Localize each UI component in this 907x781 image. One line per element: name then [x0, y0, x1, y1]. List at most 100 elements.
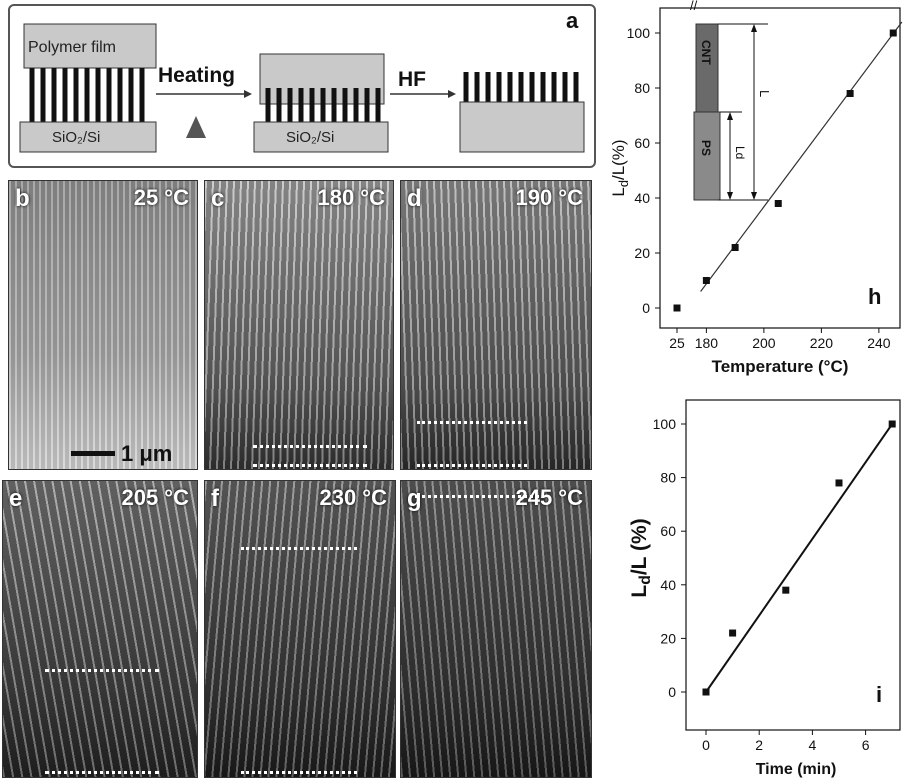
chart-i-frame — [685, 399, 901, 731]
sem-panel-b: b 25 °C 1 μm — [8, 180, 198, 470]
y-tick-label: 100 — [653, 416, 677, 432]
substrate-block-2 — [253, 121, 389, 153]
chart-i-marks — [702, 420, 896, 696]
polymer-film-block — [23, 23, 157, 69]
guide-line-bottom — [417, 464, 527, 467]
chart-i-xlabel: Time (min) — [756, 761, 837, 778]
sem-panel-e: e 205 °C — [2, 480, 198, 778]
schematic-panel-a: Polymer film SiO₂/Si SiO₂/Si Heating HF … — [8, 4, 596, 168]
y-tick-label: 20 — [634, 245, 650, 261]
heat-triangle-icon — [186, 116, 206, 138]
panel-letter-f: f — [211, 485, 219, 512]
chart-i-ticks: 0 20 40 60 80 100 0 2 4 6 — [653, 416, 870, 753]
temp-label-c: 180 °C — [317, 185, 385, 210]
chart-h-inset: CNT PS L Ld — [693, 23, 772, 201]
cnt-array-stage2 — [265, 88, 381, 122]
guide-line-bottom — [45, 771, 159, 774]
x-tick-label: 2 — [755, 737, 763, 753]
guide-line-top — [415, 495, 539, 498]
y-tick-label: 100 — [627, 25, 651, 41]
x-tick-label: 220 — [810, 335, 834, 351]
y-tick-label: 40 — [660, 577, 676, 593]
data-point — [702, 277, 710, 284]
data-point — [702, 688, 710, 696]
sem-panel-g: g 245 °C — [400, 480, 592, 778]
temp-label-g: 245 °C — [515, 485, 583, 510]
x-tick-label: 6 — [862, 737, 870, 753]
chart-h: // CNT PS L Ld 0 20 40 60 80 100 25 180 200 220 24… — [609, 0, 903, 376]
data-point — [774, 200, 782, 207]
guide-line-bottom — [241, 771, 357, 774]
cnt-array-stage1 — [29, 68, 145, 122]
data-point — [835, 479, 843, 487]
x-tick-label: 4 — [809, 737, 817, 753]
temp-label-b: 25 °C — [133, 185, 189, 210]
x-tick-label: 0 — [702, 737, 710, 753]
inset-ps-bar — [693, 111, 721, 201]
chart-h-ylabel: Ld/L(%) — [609, 139, 631, 196]
fit-line — [705, 423, 894, 693]
temp-label-f: 230 °C — [319, 485, 387, 510]
panel-letter-e: e — [9, 485, 23, 512]
inset-l-label: L — [757, 90, 772, 97]
x-tick-label: 200 — [752, 335, 776, 351]
x-tick-label: 25 — [669, 335, 685, 351]
chart-h-ticks: 0 20 40 60 80 100 25 180 200 220 240 — [627, 25, 891, 351]
guide-line-top — [45, 669, 159, 672]
data-point — [782, 586, 790, 594]
data-point — [888, 420, 896, 428]
cnt-array-stage3 — [463, 72, 579, 106]
data-point — [673, 304, 681, 312]
hf-label: HF — [398, 68, 426, 91]
sem-panel-d: d 190 °C — [400, 180, 592, 470]
y-tick-label: 0 — [642, 300, 650, 316]
x-tick-label: 180 — [695, 335, 719, 351]
chart-i: 0 20 40 60 80 100 0 2 4 6 Time (min) Ld/L (%) i — [628, 399, 901, 778]
data-point — [729, 629, 737, 637]
inset-cnt-label: CNT — [699, 40, 713, 65]
schematic-drawing — [19, 23, 585, 153]
y-tick-label: 80 — [634, 80, 650, 96]
guide-line-top — [253, 445, 367, 448]
panel-letter-c: c — [211, 185, 225, 212]
heating-label: Heating — [158, 64, 236, 87]
axis-break-mark: // — [690, 0, 698, 13]
substrate-label-1: SiO₂/Si — [52, 129, 101, 146]
panel-letter-b: b — [15, 185, 30, 212]
chart-h-xlabel: Temperature (°C) — [712, 357, 849, 376]
panel-letter-i: i — [876, 682, 882, 707]
y-tick-label: 0 — [668, 684, 676, 700]
y-tick-label: 40 — [634, 190, 650, 206]
panel-letter-a: a — [566, 8, 579, 33]
temp-label-d: 190 °C — [515, 185, 583, 210]
polymer-film-label: Polymer film — [28, 39, 117, 56]
scale-bar — [71, 451, 115, 456]
scale-bar-label: 1 μm — [121, 441, 173, 466]
x-tick-label: 240 — [867, 335, 891, 351]
panel-letter-h: h — [868, 284, 881, 309]
guide-line-bottom — [253, 464, 367, 467]
chart-i-ylabel: Ld/L (%) — [628, 518, 654, 597]
sem-panel-f: f 230 °C — [204, 480, 396, 778]
data-point — [846, 90, 854, 97]
data-point — [889, 29, 897, 37]
guide-line-top — [241, 547, 357, 550]
guide-line-top — [417, 421, 527, 424]
panel-letter-d: d — [407, 185, 422, 212]
substrate-label-2: SiO₂/Si — [286, 129, 335, 146]
y-tick-label: 20 — [660, 630, 676, 646]
y-tick-label: 60 — [660, 523, 676, 539]
arrow-2-head — [448, 90, 456, 98]
arrow-1-head — [244, 90, 252, 98]
y-tick-label: 80 — [660, 470, 676, 486]
substrate-block-1 — [19, 121, 157, 153]
data-point — [731, 244, 739, 251]
y-tick-label: 60 — [634, 135, 650, 151]
panel-letter-g: g — [407, 485, 422, 512]
temp-label-e: 205 °C — [121, 485, 189, 510]
inset-ps-label: PS — [699, 140, 713, 156]
chart-h-marks — [673, 21, 903, 312]
inset-ld-label: Ld — [733, 146, 747, 159]
sem-panel-c: c 180 °C — [204, 180, 394, 470]
freestanding-film-block — [459, 101, 585, 153]
